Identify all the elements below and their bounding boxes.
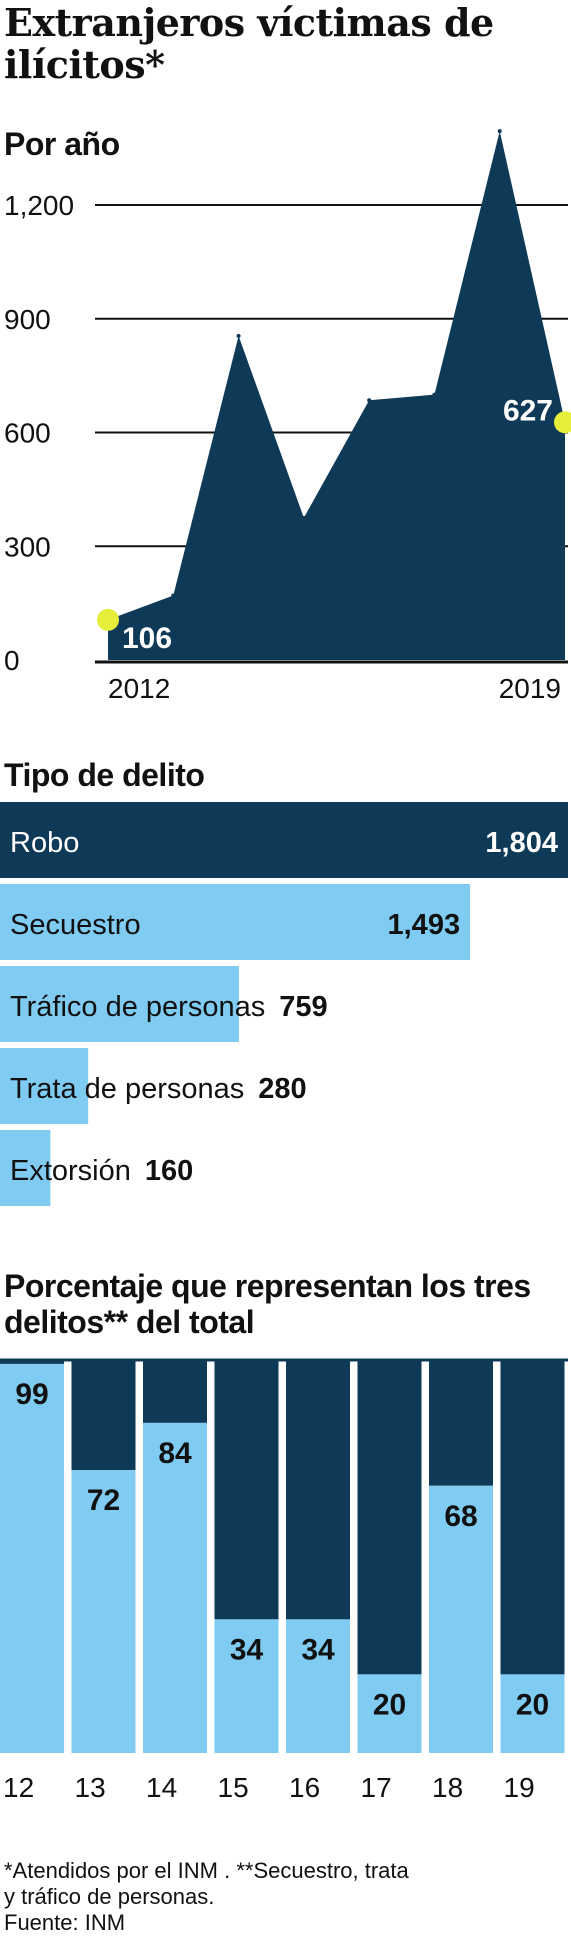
x-tick-label: 14 xyxy=(146,1772,177,1803)
column-value: 72 xyxy=(87,1484,120,1517)
bar xyxy=(0,1130,51,1206)
data-point xyxy=(301,515,306,520)
data-point xyxy=(497,129,502,134)
area-series xyxy=(108,131,565,660)
column-share xyxy=(214,1619,279,1753)
y-tick-label: 900 xyxy=(4,304,51,335)
x-tick-label: 13 xyxy=(75,1772,106,1803)
column-share xyxy=(0,1363,64,1753)
data-point xyxy=(236,333,241,338)
column-value: 34 xyxy=(230,1633,264,1666)
bar-label: Tráfico de personas xyxy=(10,991,265,1023)
data-point xyxy=(171,593,176,598)
column-value: 68 xyxy=(444,1500,477,1533)
column-remainder xyxy=(0,1360,64,1364)
column-remainder xyxy=(357,1360,422,1675)
y-tick-label: 600 xyxy=(4,418,51,449)
column-remainder xyxy=(214,1360,279,1620)
x-tick-label: 2012 xyxy=(108,673,170,704)
footnote-line-1: *Atendidos por el INM . **Secuestro, tra… xyxy=(4,1858,409,1883)
column-share xyxy=(500,1674,565,1753)
bar-chart-title: Tipo de delito xyxy=(4,757,205,793)
x-tick-label: 15 xyxy=(218,1772,249,1803)
column-value: 20 xyxy=(516,1688,549,1721)
column-remainder xyxy=(286,1360,350,1620)
column-remainder xyxy=(429,1360,493,1486)
x-tick-label: 16 xyxy=(289,1772,320,1803)
data-label: 627 xyxy=(503,394,553,427)
bar-value: 759 xyxy=(279,991,327,1023)
data-point xyxy=(367,398,372,403)
bar-value: 1,493 xyxy=(388,909,461,941)
area-chart: 0 300 600 900 1,200 106 627 2012 2019 xyxy=(4,129,571,704)
footnote-line-2: y tráfico de personas. xyxy=(4,1884,215,1909)
column-remainder xyxy=(143,1360,207,1423)
y-tick-label: 1,200 xyxy=(4,190,74,221)
column-share xyxy=(71,1470,136,1753)
column-chart-title: Porcentaje que representan los tres deli… xyxy=(4,1268,531,1340)
x-tick-label: 17 xyxy=(361,1772,392,1803)
x-tick-label: 12 xyxy=(3,1772,34,1803)
bar-label: Trata de personas xyxy=(10,1073,244,1105)
column-share xyxy=(143,1422,207,1753)
area-chart-title: Por año xyxy=(4,126,120,162)
x-tick-label: 2019 xyxy=(499,673,561,704)
column-chart: 99 12 72 13 84 14 34 15 34 16 20 17 68 18 20 19 xyxy=(0,1358,568,1803)
column-share xyxy=(429,1485,493,1753)
column-value: 34 xyxy=(301,1633,335,1666)
bar xyxy=(0,802,568,878)
highlight-point xyxy=(97,608,119,631)
bar xyxy=(0,884,471,960)
footnote: *Atendidos por el INM . **Secuestro, tra… xyxy=(4,1858,564,1936)
bar-value: 280 xyxy=(258,1073,306,1105)
bar xyxy=(0,966,239,1042)
column-share xyxy=(286,1619,350,1753)
x-tick-label: 18 xyxy=(432,1772,463,1803)
highlight-point xyxy=(554,411,571,434)
bar xyxy=(0,1048,89,1124)
footnote-source: Fuente: INM xyxy=(4,1910,126,1935)
bar-label: Extorsión xyxy=(10,1155,131,1187)
bar-chart: Robo 1,804 Secuestro 1,493 Tráfico de person… xyxy=(0,802,568,1206)
y-tick-label: 300 xyxy=(4,531,51,562)
bar-label: Secuestro xyxy=(10,909,141,941)
data-point xyxy=(432,392,437,397)
column-value: 84 xyxy=(158,1437,192,1470)
data-label: 106 xyxy=(122,622,172,655)
column-value: 99 xyxy=(15,1378,48,1411)
column-remainder xyxy=(500,1360,565,1675)
column-remainder xyxy=(71,1360,136,1471)
x-tick-label: 19 xyxy=(504,1772,535,1803)
bar-label: Robo xyxy=(10,827,79,859)
bar-value: 160 xyxy=(145,1155,193,1187)
column-share xyxy=(357,1674,422,1753)
bar-value: 1,804 xyxy=(485,827,558,859)
column-value: 20 xyxy=(373,1688,406,1721)
chart-title: Extranjeros víctimas de ilícitos* xyxy=(4,0,494,87)
y-tick-label: 0 xyxy=(4,645,20,676)
